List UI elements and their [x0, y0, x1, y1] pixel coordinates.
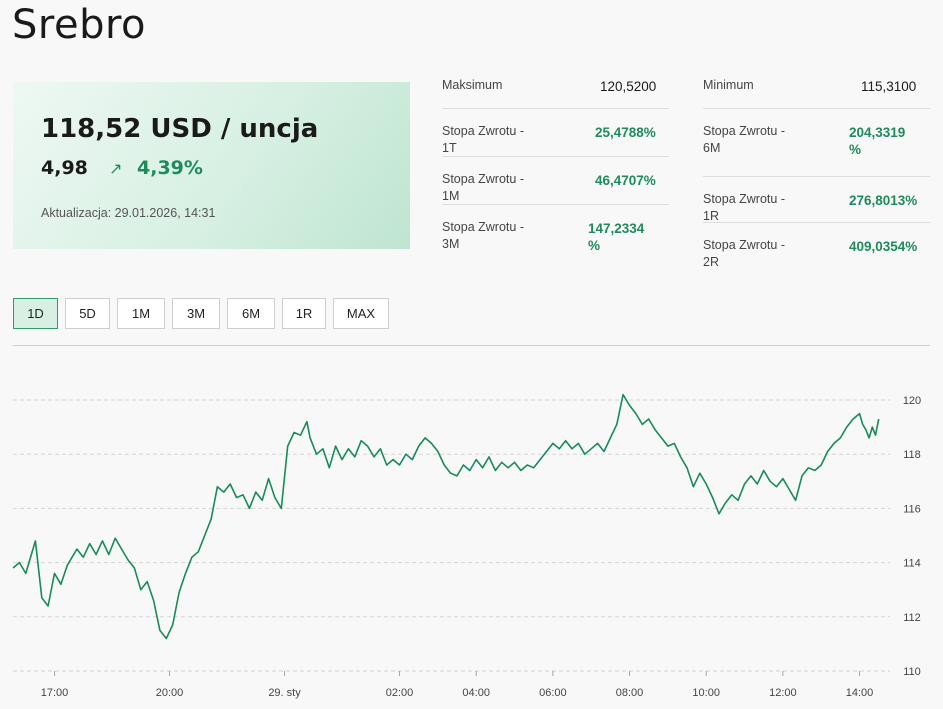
- price-value: 118,52 USD / uncja: [41, 114, 319, 144]
- update-timestamp: Aktualizacja: 29.01.2026, 14:31: [41, 206, 216, 220]
- page-title: Srebro: [12, 2, 146, 48]
- x-tick-label: 12:00: [769, 687, 797, 699]
- stat-value: 115,3100: [861, 79, 917, 94]
- stat-value: 46,4707%: [595, 173, 656, 188]
- stat-row: Minimum 115,3100: [703, 62, 930, 109]
- price-change: 4,98: [41, 157, 88, 179]
- stat-label: Maksimum: [442, 78, 503, 92]
- y-tick-label: 120: [903, 395, 921, 407]
- x-tick-label: 14:00: [846, 687, 874, 699]
- y-axis: 110 112 114 116 118 120: [903, 395, 921, 678]
- y-tick-label: 118: [903, 449, 921, 461]
- stat-label: Stopa Zwrotu - 3M: [442, 220, 524, 251]
- stat-row: Stopa Zwrotu - 3M 147,2334 %: [442, 205, 669, 253]
- x-tick-label: 10:00: [692, 687, 720, 699]
- stat-value: 204,3319 %: [849, 125, 906, 157]
- price-card: 118,52 USD / uncja 4,98 ↗ 4,39% Aktualiz…: [13, 82, 410, 249]
- stat-value: 25,4788%: [595, 125, 656, 140]
- price-change-percent: 4,39%: [137, 157, 203, 179]
- price-chart[interactable]: 110 112 114 116 118 120 17:00 20:00 29. sty 02:0…: [0, 350, 943, 709]
- x-tick-label: 20:00: [156, 687, 184, 699]
- x-tick-label: 06:00: [539, 687, 567, 699]
- stat-row: Stopa Zwrotu - 2R 409,0354%: [703, 223, 930, 271]
- stat-row: Maksimum 120,5200: [442, 62, 669, 109]
- x-axis: 17:00 20:00 29. sty 02:00 04:00 06:00 08:00 10:…: [41, 671, 874, 699]
- x-tick-label: 17:00: [41, 687, 69, 699]
- range-button-max[interactable]: MAX: [333, 298, 389, 329]
- range-button-1r[interactable]: 1R: [282, 298, 326, 329]
- stat-value: 120,5200: [600, 79, 657, 94]
- arrow-up-right-icon: ↗: [109, 159, 123, 178]
- divider: [13, 345, 930, 346]
- range-button-3m[interactable]: 3M: [172, 298, 220, 329]
- stat-label: Stopa Zwrotu - 6M: [703, 124, 785, 155]
- stat-row: Stopa Zwrotu - 1T 25,4788%: [442, 109, 669, 157]
- y-tick-label: 110: [903, 666, 921, 678]
- stat-label: Stopa Zwrotu - 1R: [703, 192, 785, 223]
- range-button-1d[interactable]: 1D: [13, 298, 58, 329]
- stats-column-right: Minimum 115,3100 Stopa Zwrotu - 6M 204,3…: [703, 62, 930, 271]
- range-button-1m[interactable]: 1M: [117, 298, 165, 329]
- stat-value: 276,8013%: [849, 193, 918, 208]
- stat-row: Stopa Zwrotu - 6M 204,3319 %: [703, 109, 930, 177]
- range-button-6m[interactable]: 6M: [227, 298, 275, 329]
- stat-label: Stopa Zwrotu - 1T: [442, 124, 524, 155]
- stat-row: Stopa Zwrotu - 1R 276,8013%: [703, 177, 930, 223]
- range-button-5d[interactable]: 5D: [65, 298, 110, 329]
- x-tick-label: 02:00: [386, 687, 414, 699]
- stat-label: Minimum: [703, 78, 754, 92]
- y-tick-label: 116: [903, 503, 921, 515]
- stat-value: 147,2334 %: [588, 221, 645, 253]
- stat-row: Stopa Zwrotu - 1M 46,4707%: [442, 157, 669, 205]
- y-tick-label: 114: [903, 558, 921, 570]
- stat-label: Stopa Zwrotu - 2R: [703, 238, 785, 269]
- chart-series: [12, 393, 880, 640]
- x-tick-label: 29. sty: [268, 687, 301, 699]
- stat-value: 409,0354%: [849, 239, 918, 254]
- x-tick-label: 04:00: [462, 687, 490, 699]
- chart-grid: [13, 399, 890, 672]
- stat-label: Stopa Zwrotu - 1M: [442, 172, 524, 203]
- series-line: [12, 393, 880, 640]
- x-tick-label: 08:00: [616, 687, 644, 699]
- y-tick-label: 112: [903, 612, 921, 624]
- stats-column-left: Maksimum 120,5200 Stopa Zwrotu - 1T 25,4…: [442, 62, 669, 253]
